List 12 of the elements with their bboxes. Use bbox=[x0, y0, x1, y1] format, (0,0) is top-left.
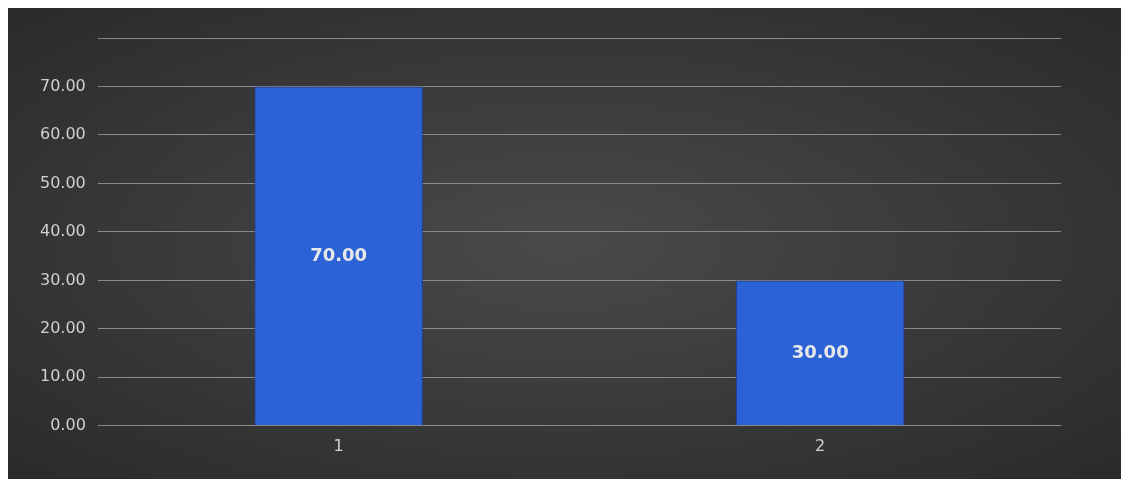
data-label: 70.00 bbox=[310, 243, 368, 265]
y-tick-label: 30.00 bbox=[39, 269, 86, 289]
y-tick-label: 0.00 bbox=[50, 414, 86, 434]
y-tick-label: 70.00 bbox=[39, 75, 86, 95]
y-tick-label: 20.00 bbox=[39, 318, 86, 338]
y-tick-label: 50.00 bbox=[39, 172, 86, 192]
data-label: 30.00 bbox=[791, 340, 849, 362]
y-tick-label: 40.00 bbox=[39, 221, 86, 241]
y-tick-label: 10.00 bbox=[39, 366, 86, 386]
y-tick-label: 60.00 bbox=[39, 124, 86, 144]
x-tick-label: 1 bbox=[333, 435, 344, 455]
x-tick-label: 2 bbox=[815, 435, 826, 455]
